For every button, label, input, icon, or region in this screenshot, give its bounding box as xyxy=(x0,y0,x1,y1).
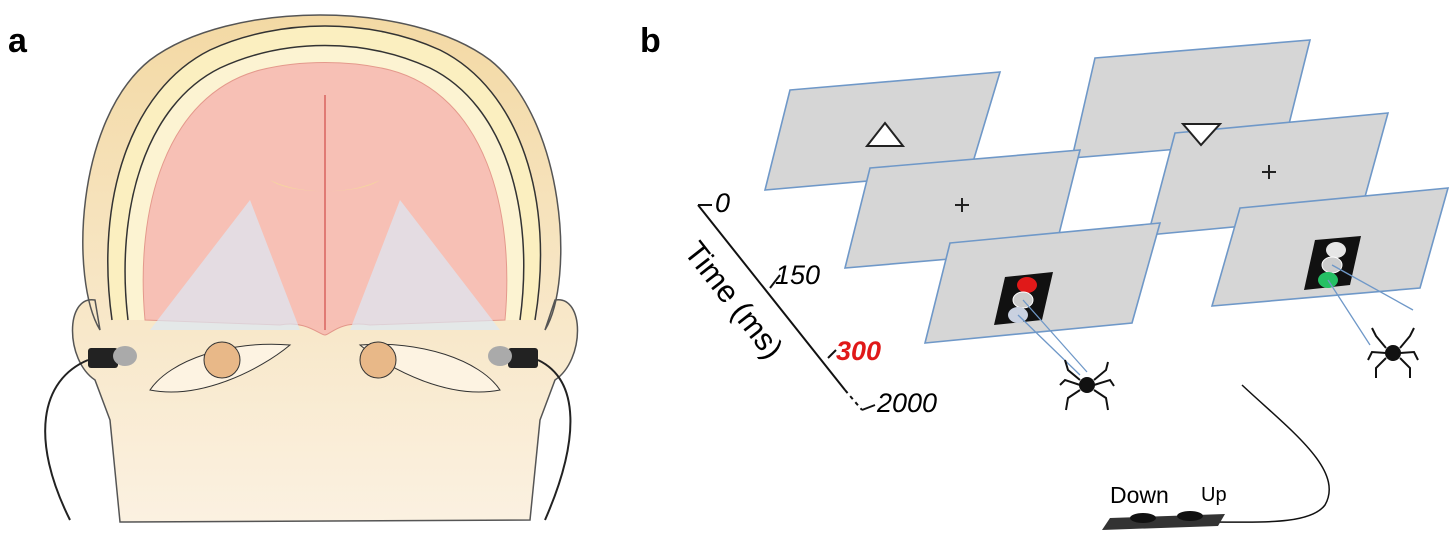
panel-label: a xyxy=(8,22,28,60)
button-label: Up xyxy=(1201,484,1227,506)
head-illustration-part xyxy=(113,346,137,366)
head-illustration-part xyxy=(45,360,88,520)
button-label: Down xyxy=(1110,482,1169,508)
time-tick: 0 xyxy=(715,188,730,218)
panel-label: b xyxy=(640,22,661,60)
time-tick: 2000 xyxy=(876,388,937,418)
traffic-lights-part xyxy=(1326,242,1346,258)
traffic-lights-part xyxy=(1017,277,1037,293)
figure: a b xyxy=(0,0,1453,535)
timeline-part xyxy=(845,390,862,410)
spider-icons-part xyxy=(1386,346,1400,360)
response-box-part xyxy=(1210,385,1329,522)
response-box-part xyxy=(1177,511,1203,521)
screens xyxy=(765,40,1448,343)
head-illustration-part xyxy=(488,346,512,366)
head-illustration xyxy=(45,15,577,522)
head-illustration-part xyxy=(204,342,240,378)
head-illustration-part xyxy=(360,342,396,378)
head-illustration-part xyxy=(508,348,538,368)
spider-icons-part xyxy=(1080,378,1094,392)
page: a b xyxy=(0,0,1453,535)
response-box-part xyxy=(1102,514,1225,530)
response-box-part xyxy=(1130,513,1156,523)
spider-icons xyxy=(1060,328,1418,410)
time-tick: 300 xyxy=(836,336,881,366)
time-tick: 150 xyxy=(775,260,820,290)
response-box xyxy=(1102,385,1329,530)
